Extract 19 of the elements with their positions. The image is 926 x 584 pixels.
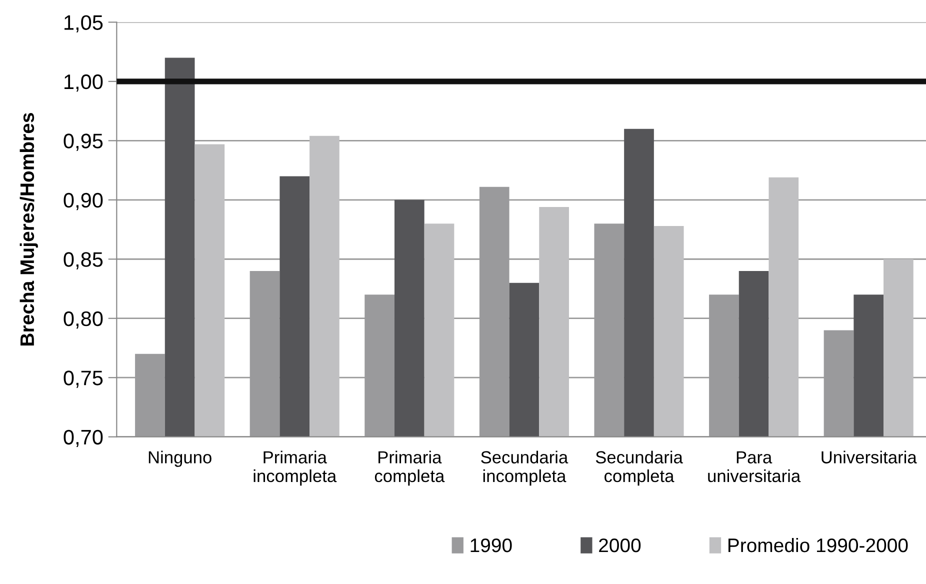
y-axis-title: Brecha Mujeres/Hombres (20, 113, 38, 346)
y-tick-label: 0,90 (64, 192, 103, 210)
x-tick-label: Primaria completa (374, 450, 445, 486)
y-tick-label: 0,95 (64, 134, 103, 151)
x-tick-label: Universitaria (822, 450, 917, 464)
x-tick-label: Primaria incompleta (254, 450, 337, 486)
legend-label: 1990 (470, 538, 512, 552)
x-tick-label: Para universitaria (708, 451, 801, 482)
y-tick-label: 0,80 (64, 311, 103, 329)
x-tick-label: Secundaria incompleta (481, 450, 568, 486)
y-tick-label: 1,00 (64, 74, 103, 92)
y-tick-label: 0,85 (64, 252, 103, 270)
x-tick-label: Secundaria completa (596, 450, 683, 486)
y-tick-label: 0,70 (64, 430, 103, 448)
legend-label: 2000 (599, 538, 641, 552)
legend-label: Promedio 1990-2000 (728, 538, 908, 552)
y-tick-label: 1,05 (64, 15, 103, 32)
x-tick-label: Ninguno (148, 450, 212, 467)
y-tick-label: 0,75 (64, 370, 103, 388)
